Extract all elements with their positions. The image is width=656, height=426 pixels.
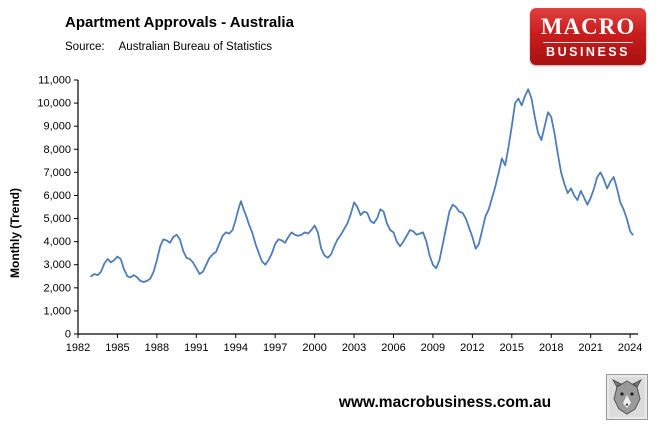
x-tick-label: 2000 (302, 342, 326, 354)
source-text: Australian Bureau of Statistics (118, 41, 273, 53)
x-tick-label: 1982 (66, 342, 90, 354)
y-tick-label: 7,000 (43, 167, 71, 179)
chart-svg: 0 1,000 2,000 3,000 4,000 5,000 6,000 7,000 8,00… (37, 75, 642, 355)
x-tick-label: 1985 (105, 342, 129, 354)
x-tick-label: 2009 (421, 342, 445, 354)
x-tick-label: 2012 (460, 342, 484, 354)
y-tick-label: 3,000 (43, 259, 71, 271)
x-tick-label: 2006 (381, 342, 405, 354)
x-tick-label: 2024 (618, 342, 642, 354)
y-tick-label: 1,000 (43, 305, 71, 317)
source-note: Source: Australian Bureau of Statistics (65, 41, 272, 53)
y-tick-label: 11,000 (38, 75, 71, 87)
x-tick-label: 2021 (578, 342, 602, 354)
wolf-logo (606, 374, 648, 420)
y-tick-label: 6,000 (43, 190, 71, 202)
source-prefix: Source: (65, 41, 105, 53)
website-url: www.macrobusiness.com.au (338, 394, 552, 411)
x-tick-label: 2003 (342, 342, 366, 354)
y-tick-label: 9,000 (43, 121, 71, 133)
macrobusiness-logo: MACRO BUSINESS (530, 8, 646, 65)
y-tick-label: 8,000 (43, 144, 71, 156)
y-tick-label: 5,000 (43, 213, 71, 225)
x-tick-label: 1997 (263, 342, 287, 354)
x-tick-label: 1988 (145, 342, 169, 354)
chart-area: Monthly (Trend) 0 1,000 2,000 3,000 4,000 5,0… (0, 66, 656, 366)
logo-text-business: BUSINESS (546, 44, 630, 59)
y-tick-label: 0 (65, 329, 71, 341)
y-tick-label: 4,000 (43, 236, 71, 248)
chart-title: Apartment Approvals - Australia (65, 14, 294, 31)
y-axis-label: Monthly (Trend) (8, 188, 22, 278)
y-tick-label: 10,000 (37, 98, 71, 110)
series-line (90, 88, 634, 283)
wolf-icon (609, 377, 645, 417)
logo-divider (542, 41, 634, 43)
x-tick-label: 1991 (184, 342, 208, 354)
x-tick-label: 1994 (224, 342, 248, 354)
x-tick-label: 2015 (500, 342, 524, 354)
y-tick-label: 2,000 (43, 282, 71, 294)
logo-text-macro: MACRO (540, 13, 636, 39)
x-tick-label: 2018 (539, 342, 563, 354)
